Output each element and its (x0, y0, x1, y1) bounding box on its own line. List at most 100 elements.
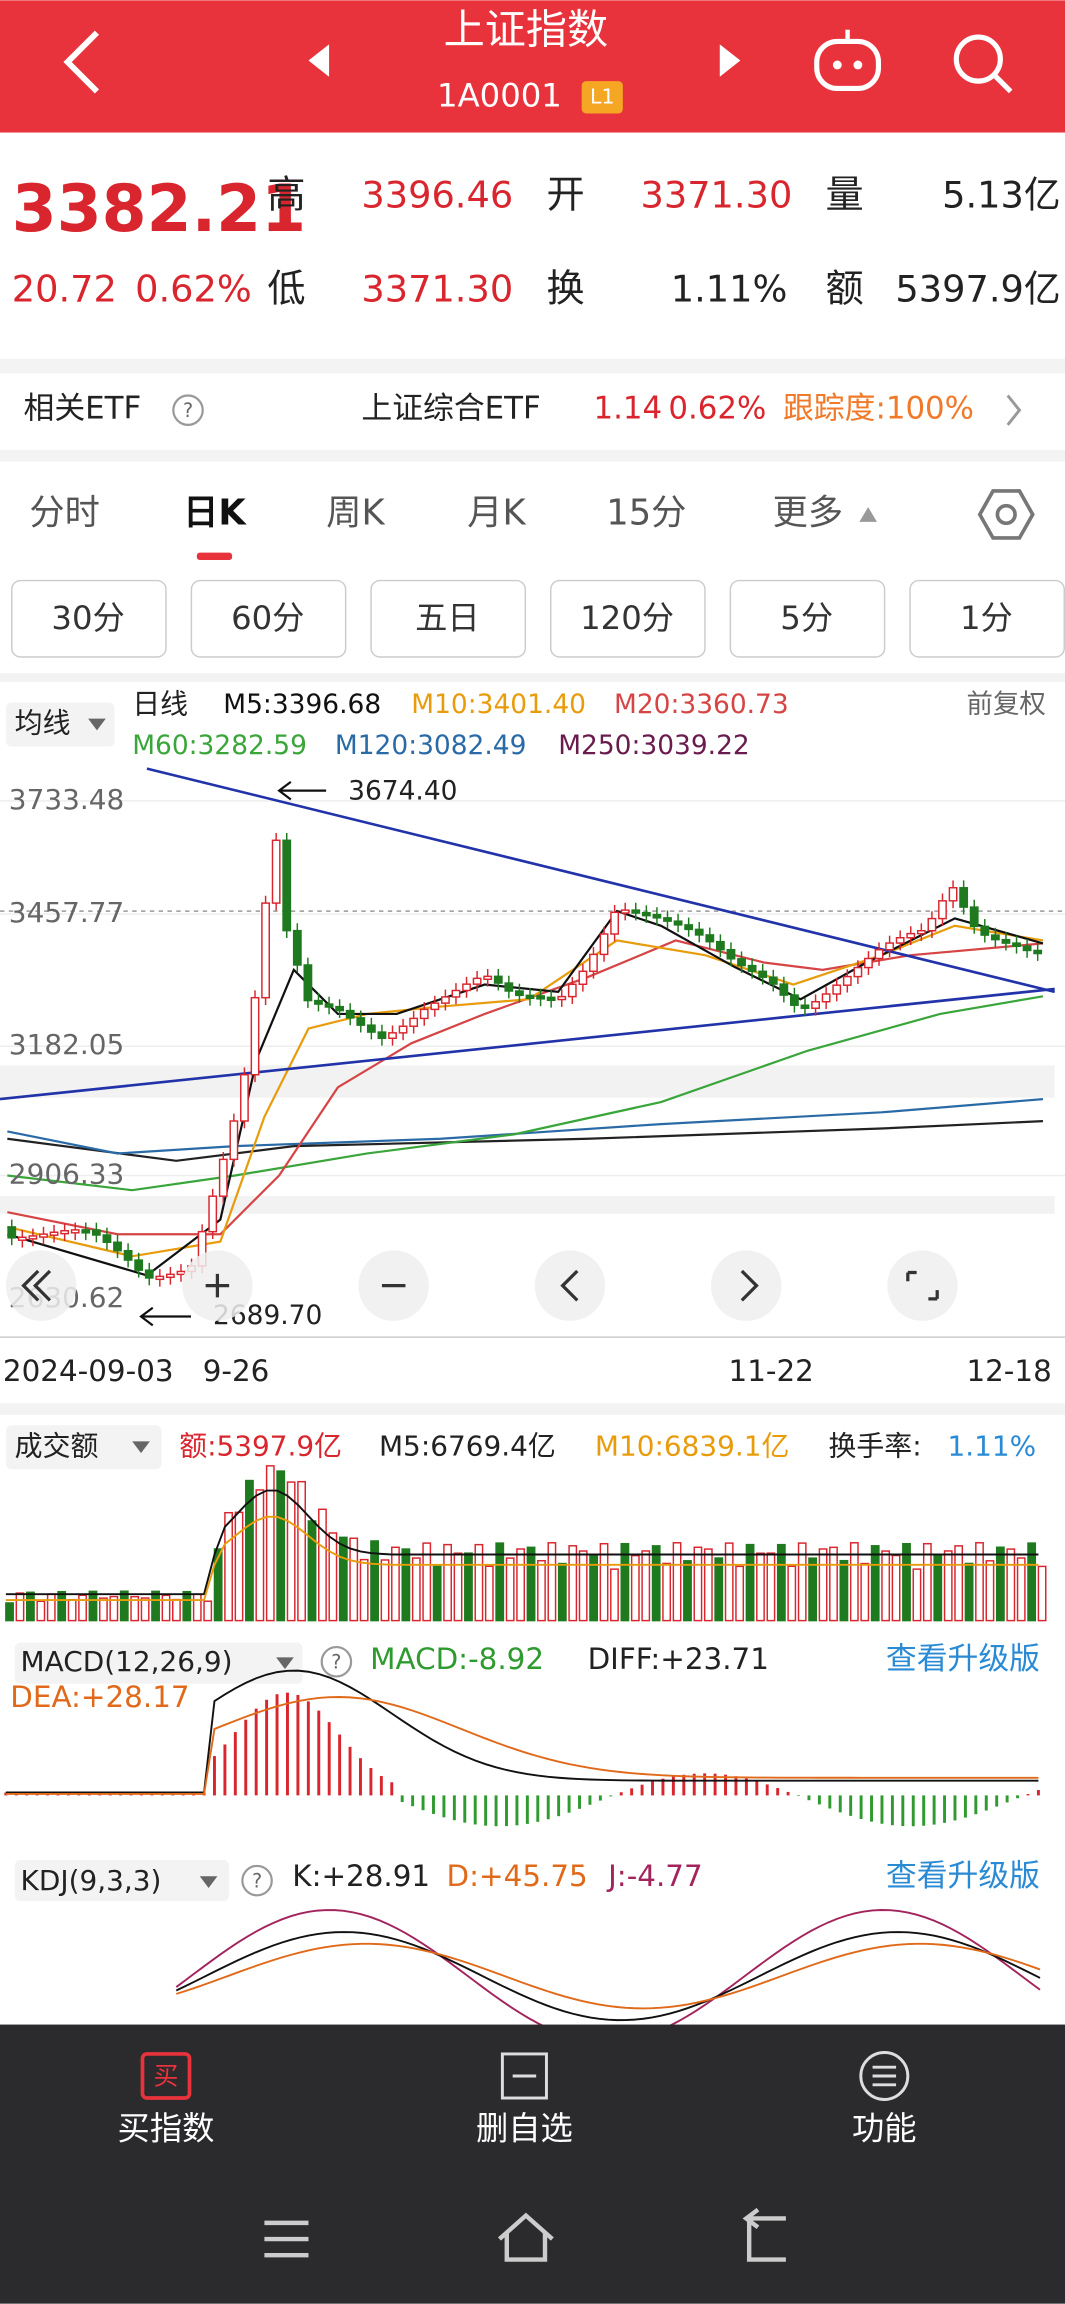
remove-icon[interactable] (500, 2052, 548, 2100)
nav-back[interactable] (742, 2207, 786, 2262)
etf-name[interactable]: 上证综合ETF (361, 391, 540, 427)
volume-bar (1006, 1548, 1016, 1622)
volume-bar (568, 1545, 578, 1622)
dropdown-arrow (276, 1657, 294, 1670)
candle-body (271, 839, 281, 904)
candle-body (504, 982, 514, 992)
ma5 (7, 909, 1044, 1277)
change-pct: 0.62% (135, 268, 252, 311)
upgrade[interactable]: 查看升级版 (886, 1858, 1040, 1894)
candle-body (705, 934, 715, 943)
menu-bg[interactable] (14, 1860, 230, 1902)
turnover: 1.11% (947, 1429, 1036, 1462)
volume-bar (276, 1470, 286, 1622)
volume-bar (776, 1543, 786, 1622)
volume-bar (109, 1595, 119, 1622)
icon (21, 1269, 939, 1302)
candle-body (938, 900, 947, 920)
volume-bar (234, 1511, 244, 1622)
subtab-button[interactable] (549, 579, 706, 658)
candle-body (144, 1269, 154, 1279)
help-icon[interactable] (172, 394, 204, 426)
candle-body (811, 1001, 820, 1009)
subtab-button[interactable] (370, 579, 527, 658)
zoom-button[interactable] (887, 1250, 958, 1321)
candle-body (853, 966, 863, 978)
subtab: 120分 (580, 599, 674, 637)
chevron[interactable] (1006, 394, 1022, 426)
tab[interactable]: 分时 (29, 492, 99, 533)
nav-home[interactable] (497, 2212, 554, 2262)
volume-bar (881, 1550, 891, 1622)
adjust[interactable]: 前复权 (967, 689, 1046, 720)
func[interactable]: 功能 (852, 2109, 917, 2147)
y-label: 3182.05 (9, 1028, 124, 1061)
prev-button[interactable] (308, 44, 330, 77)
volume-bar (745, 1543, 755, 1622)
help-icon[interactable] (320, 1645, 353, 1678)
menu-bg[interactable] (14, 1642, 303, 1684)
volume-bar (693, 1546, 703, 1622)
volume-bar (495, 1542, 505, 1622)
macd-value: MACD:-8.92 (370, 1642, 544, 1676)
subtab-button[interactable] (190, 579, 347, 658)
buy-icon[interactable] (140, 2052, 192, 2100)
volume-bar (808, 1557, 818, 1622)
search-icon[interactable] (953, 34, 1013, 94)
subtab-button[interactable] (11, 579, 167, 658)
volume-bar (672, 1542, 682, 1622)
volume-bar (130, 1595, 140, 1622)
candle-body (292, 929, 302, 966)
back-button[interactable] (63, 30, 100, 94)
arrow (277, 780, 327, 801)
subtab: 五日 (415, 599, 480, 637)
etf-label: 相关ETF (24, 391, 142, 427)
zoom-button[interactable] (5, 1250, 77, 1321)
volume-bar (620, 1542, 630, 1622)
buy[interactable]: 买指数 (118, 2109, 215, 2147)
tab[interactable]: 周K (326, 492, 385, 533)
kdj-menu[interactable]: KDJ(9,3,3) (21, 1864, 162, 1897)
candle-body (715, 940, 725, 951)
settings-icon[interactable] (977, 489, 1035, 540)
volume-bar (557, 1562, 567, 1622)
candle-body (864, 957, 873, 969)
candle-body (567, 983, 577, 998)
upgrade[interactable]: 查看升级版 (886, 1641, 1040, 1677)
candle-body (240, 1073, 249, 1122)
help-icon[interactable] (241, 1864, 273, 1897)
zoom-button[interactable] (534, 1250, 606, 1321)
volume-bar (964, 1562, 974, 1622)
ma-menu[interactable]: 均线 (15, 707, 71, 740)
candle-body (102, 1234, 112, 1243)
macd-menu[interactable]: MACD(12,26,9) (21, 1645, 233, 1678)
tab[interactable]: 更多 (773, 492, 844, 533)
volume-menu[interactable]: 成交额 (15, 1429, 99, 1462)
volume-bar (641, 1550, 651, 1622)
func-icon[interactable] (859, 2051, 910, 2101)
diff-line (5, 1669, 1039, 1794)
volume-bar (610, 1568, 619, 1622)
nav-menu[interactable] (264, 2220, 309, 2258)
volume-bar (849, 1542, 859, 1622)
candle-body (842, 975, 852, 986)
zoom-button[interactable] (710, 1250, 782, 1321)
tab[interactable]: 月K (467, 492, 526, 533)
trend-line (0, 987, 1055, 1101)
candle-body (589, 953, 598, 973)
next-button[interactable] (719, 44, 741, 77)
candle-body (536, 995, 545, 1000)
candle-body (113, 1241, 122, 1252)
tab[interactable]: 15分 (606, 492, 686, 533)
subtab-button[interactable] (909, 579, 1065, 658)
ma-menu-bg[interactable] (5, 702, 115, 747)
tab[interactable]: 日K (183, 492, 247, 533)
subtab-button[interactable] (729, 579, 886, 658)
candle-body (49, 1231, 59, 1236)
remove[interactable]: 删自选 (476, 2109, 573, 2147)
menu-bg[interactable] (5, 1425, 162, 1470)
candle-body (800, 1004, 810, 1009)
candle-body (377, 1031, 387, 1039)
candle-body (631, 909, 641, 914)
robot-icon[interactable] (814, 29, 882, 92)
